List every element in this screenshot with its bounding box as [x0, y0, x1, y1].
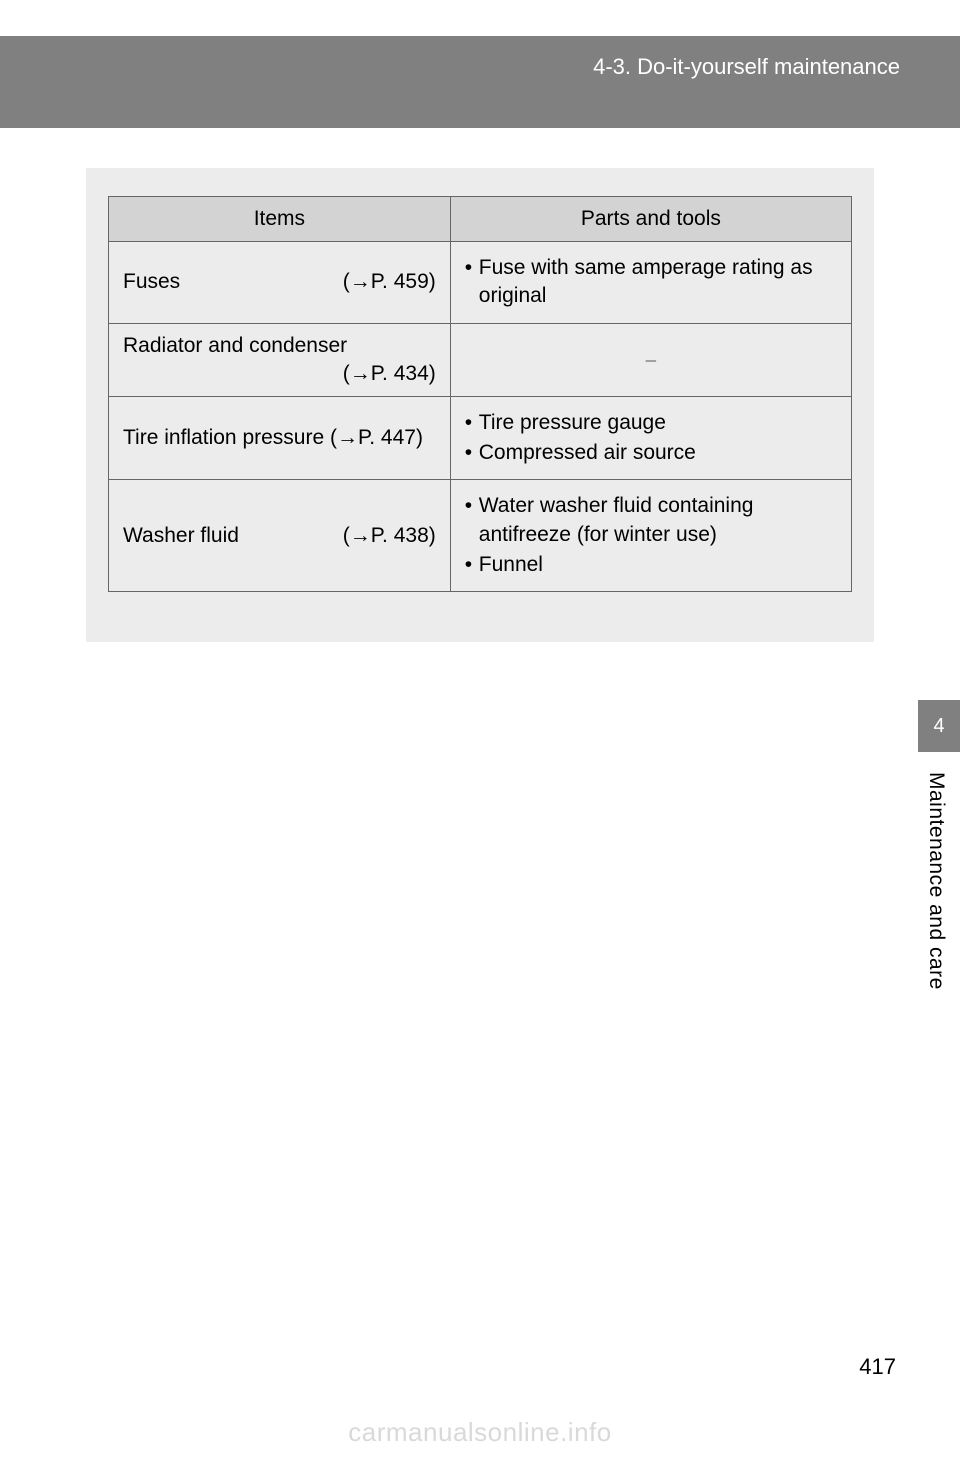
tools-list-item: Water washer fluid containing antifreeze… — [465, 492, 837, 549]
tools-list: Tire pressure gaugeCompressed air source — [465, 409, 837, 468]
item-cell: Fuses (→P. 459) — [109, 242, 451, 324]
tools-list-item: Tire pressure gauge — [465, 409, 837, 437]
item-label: Radiator and condenser — [123, 334, 436, 358]
content-panel: Items Parts and tools Fuses(→P. 459)Fuse… — [86, 168, 874, 642]
tools-cell: Water washer fluid containing antifreeze… — [450, 480, 851, 592]
item-ref: (→P. 438) — [343, 524, 436, 548]
table-row: Tire inflation pressure (→P. 447) Tire pr… — [109, 396, 852, 480]
col-items: Items — [109, 197, 451, 242]
section-header: 4-3. Do-it-yourself maintenance — [0, 36, 960, 128]
chapter-number: 4 — [933, 715, 944, 738]
tools-cell: Fuse with same amperage rating as origin… — [450, 242, 851, 324]
tools-list: Water washer fluid containing antifreeze… — [465, 492, 837, 579]
table-row: Radiator and condenser (→P. 434) ⎯ — [109, 323, 852, 396]
item-ref: (→P. 459) — [343, 270, 436, 294]
table-row: Fuses (→P. 459) Fuse with same amperage ra… — [109, 242, 852, 324]
item-label: Tire inflation pressure (→P. 447) — [123, 426, 423, 449]
item-label: Fuses — [123, 270, 180, 294]
item-cell: Radiator and condenser (→P. 434) — [109, 323, 451, 396]
item-cell: Tire inflation pressure (→P. 447) — [109, 396, 451, 480]
tools-cell: Tire pressure gaugeCompressed air source — [450, 396, 851, 480]
tools-cell: ⎯ — [450, 323, 851, 396]
section-label: 4-3. Do-it-yourself maintenance — [593, 54, 900, 80]
tools-list-item: Funnel — [465, 551, 837, 579]
item-label: Washer fluid — [123, 524, 239, 548]
item-cell: Washer fluid (→P. 438) — [109, 480, 451, 592]
maintenance-table: Items Parts and tools Fuses(→P. 459)Fuse… — [108, 196, 852, 592]
tools-list-item: Compressed air source — [465, 439, 837, 467]
chapter-title: Maintenance and care — [924, 772, 948, 990]
page-number: 417 — [859, 1354, 896, 1380]
col-tools: Parts and tools — [450, 197, 851, 242]
item-ref: (→P. 434) — [123, 362, 436, 386]
tools-list: Fuse with same amperage rating as origin… — [465, 254, 837, 311]
tools-list-item: Fuse with same amperage rating as origin… — [465, 254, 837, 311]
watermark: carmanualsonline.info — [0, 1417, 960, 1448]
table-row: Washer fluid (→P. 438) Water washer fluid … — [109, 480, 852, 592]
chapter-tab: 4 — [918, 700, 960, 752]
